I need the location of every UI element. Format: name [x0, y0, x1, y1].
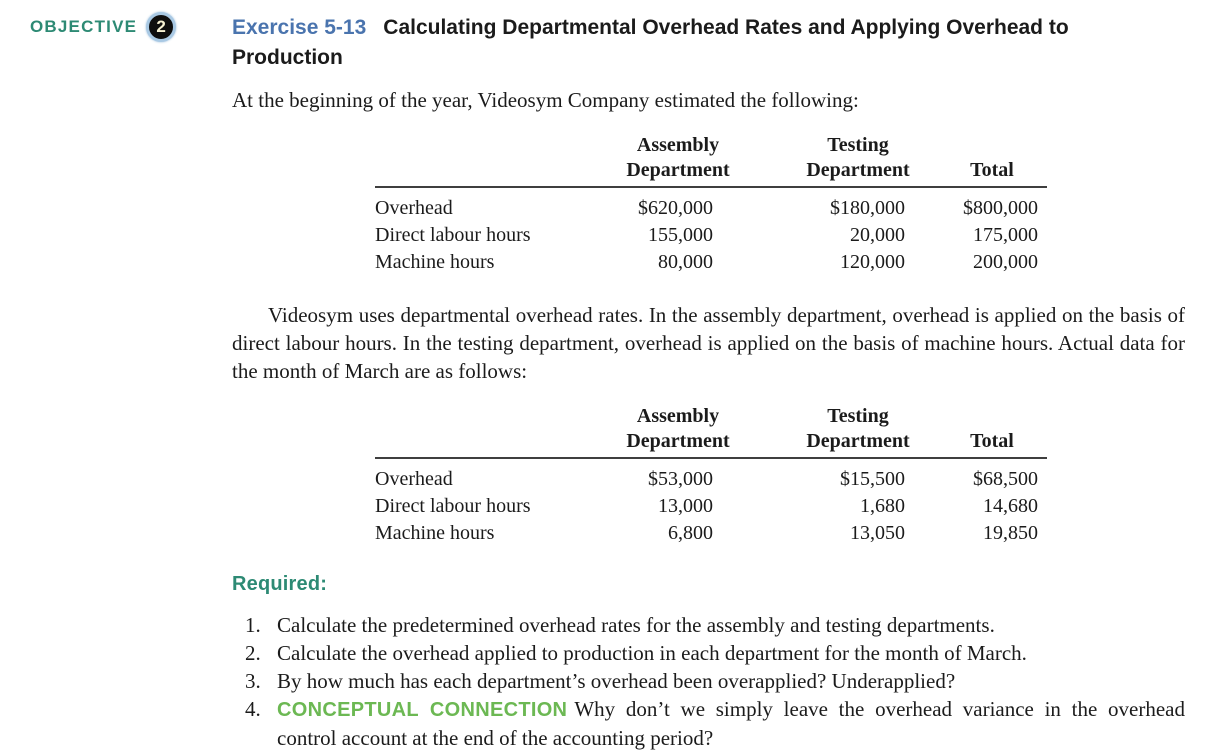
table-row: Machine hours 80,000 120,000 200,000 [375, 249, 1047, 276]
assembly-value: $620,000 [638, 197, 713, 219]
item-number: 2. [245, 641, 261, 665]
exercise-title-line1: Calculating Departmental Overhead Rates … [383, 16, 1069, 39]
header-testing: Testing Department [803, 404, 913, 459]
total-value: 175,000 [973, 224, 1038, 246]
header-gap [913, 404, 937, 459]
testing-value: 20,000 [850, 224, 905, 246]
header-empty [375, 404, 623, 459]
list-item: 1. Calculate the predetermined overhead … [232, 611, 1185, 639]
list-item: 2. Calculate the overhead applied to pro… [232, 639, 1185, 667]
intro-paragraph: At the beginning of the year, Videosym C… [232, 88, 859, 112]
header-gap [733, 133, 803, 188]
total-value: 200,000 [973, 251, 1038, 273]
required-heading: Required: [232, 573, 328, 595]
exercise-title: Exercise 5-13 Calculating Departmental Ov… [232, 13, 1185, 73]
conceptual-connection-badge: CONCEPTUAL CONNECTION [277, 699, 568, 721]
item-number: 1. [245, 613, 261, 637]
exercise-content: Exercise 5-13 Calculating Departmental Ov… [232, 0, 1185, 750]
assembly-value: 80,000 [658, 251, 713, 273]
body-paragraph: Videosym uses departmental overhead rate… [232, 303, 1185, 383]
list-item: 4. CONCEPTUAL CONNECTION Why don’t we sim… [232, 695, 1185, 750]
testing-value: $15,500 [840, 468, 905, 490]
row-label: Machine hours [375, 522, 495, 544]
assembly-value: $53,000 [648, 468, 713, 490]
exercise-code: Exercise 5-13 [232, 16, 367, 39]
total-value: 14,680 [983, 495, 1038, 517]
assembly-value: 155,000 [648, 224, 713, 246]
item-number: 4. [245, 697, 261, 721]
actual-data-table: Assembly Department Testing Department T… [375, 404, 1047, 547]
testing-value: $180,000 [830, 197, 905, 219]
table-row: Overhead $620,000 $180,000 $800,000 [375, 187, 1047, 222]
item-text: CONCEPTUAL CONNECTION Why don’t we simply… [277, 695, 1185, 750]
table-header-row: Assembly Department Testing Department T… [375, 404, 1047, 459]
header-gap [913, 133, 937, 188]
assembly-value: 13,000 [658, 495, 713, 517]
item-text: Calculate the overhead applied to produc… [277, 641, 1027, 665]
objective-number-badge: 2 [146, 12, 177, 42]
testing-value: 13,050 [850, 522, 905, 544]
list-item: 3. By how much has each department’s ove… [232, 667, 1185, 695]
row-label: Direct labour hours [375, 495, 531, 517]
table-row: Direct labour hours 155,000 20,000 175,0… [375, 222, 1047, 249]
header-empty [375, 133, 623, 188]
total-value: $68,500 [973, 468, 1038, 490]
row-label: Overhead [375, 468, 453, 490]
item-text: By how much has each department’s overhe… [277, 669, 956, 693]
total-value: 19,850 [983, 522, 1038, 544]
item-text-body: Why don’t we simply leave the overhead v… [277, 697, 1185, 750]
table-row: Direct labour hours 13,000 1,680 14,680 [375, 493, 1047, 520]
objective-tag: OBJECTIVE 2 [30, 12, 177, 42]
header-gap [733, 404, 803, 459]
testing-value: 1,680 [860, 495, 905, 517]
table-row: Overhead $53,000 $15,500 $68,500 [375, 458, 1047, 493]
row-label: Machine hours [375, 251, 495, 273]
objective-label: OBJECTIVE [30, 17, 138, 36]
exercise-title-line2: Production [232, 46, 343, 69]
header-testing: Testing Department [803, 133, 913, 188]
header-total: Total [937, 404, 1047, 459]
header-assembly: Assembly Department [623, 404, 733, 459]
header-assembly: Assembly Department [623, 133, 733, 188]
header-total: Total [937, 133, 1047, 188]
item-text: Calculate the predetermined overhead rat… [277, 613, 995, 637]
row-label: Direct labour hours [375, 224, 531, 246]
estimated-data-table: Assembly Department Testing Department T… [375, 133, 1047, 276]
table-header-row: Assembly Department Testing Department T… [375, 133, 1047, 188]
assembly-value: 6,800 [668, 522, 713, 544]
row-label: Overhead [375, 197, 453, 219]
required-list: 1. Calculate the predetermined overhead … [232, 611, 1185, 750]
testing-value: 120,000 [840, 251, 905, 273]
total-value: $800,000 [963, 197, 1038, 219]
table-row: Machine hours 6,800 13,050 19,850 [375, 520, 1047, 547]
item-number: 3. [245, 669, 261, 693]
